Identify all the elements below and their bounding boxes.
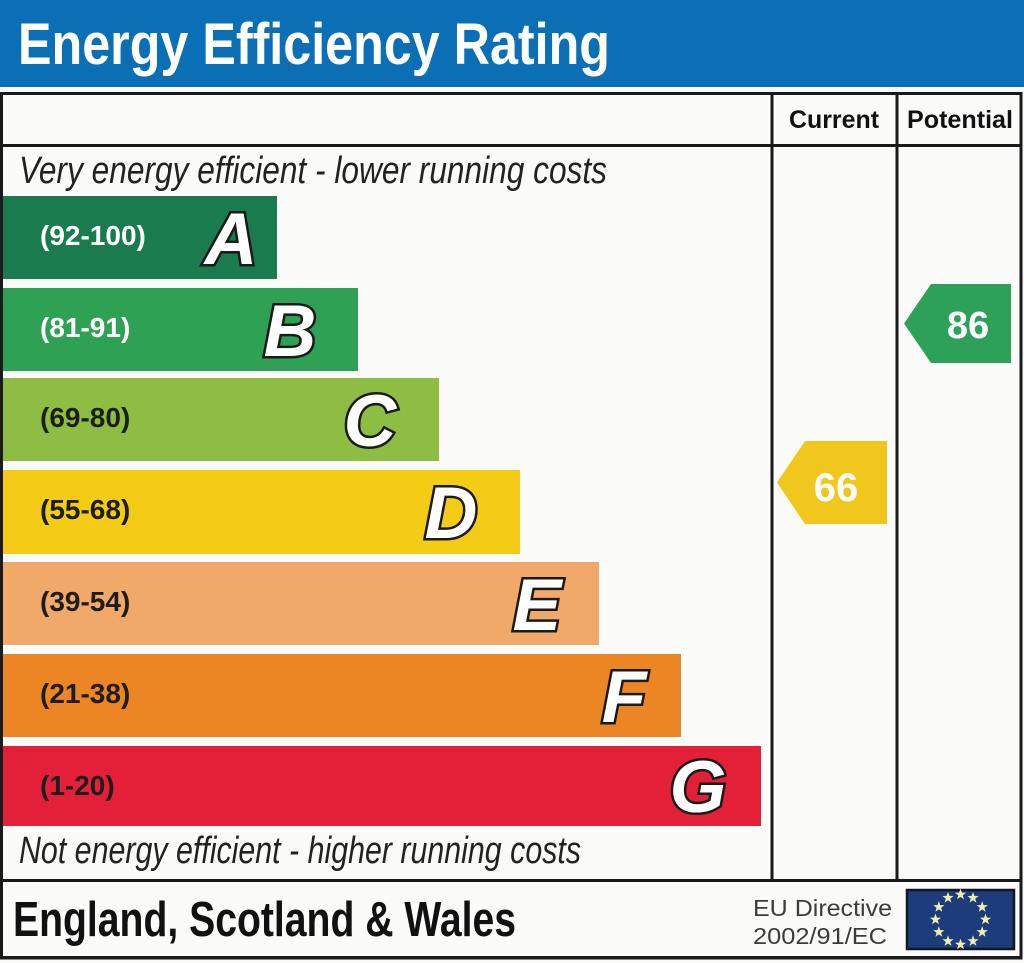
svg-text:G: G: [670, 747, 727, 828]
svg-text:66: 66: [814, 466, 859, 510]
svg-text:England, Scotland & Wales: England, Scotland & Wales: [13, 893, 516, 947]
svg-text:A: A: [203, 199, 258, 280]
svg-text:(92-100): (92-100): [40, 220, 146, 251]
svg-text:Very energy efficient - lower: Very energy efficient - lower running co…: [19, 150, 607, 192]
svg-text:(81-91): (81-91): [40, 312, 130, 343]
svg-text:Current: Current: [789, 106, 880, 134]
svg-text:D: D: [425, 473, 478, 554]
svg-text:Energy Efficiency Rating: Energy Efficiency Rating: [18, 12, 610, 77]
svg-text:(21-38): (21-38): [40, 678, 130, 709]
svg-text:E: E: [513, 565, 564, 646]
svg-text:(39-54): (39-54): [40, 586, 130, 617]
svg-text:2002/91/EC: 2002/91/EC: [753, 923, 887, 949]
svg-text:Potential: Potential: [907, 106, 1013, 134]
svg-text:Not energy efficient - higher: Not energy efficient - higher running co…: [19, 830, 581, 872]
svg-text:F: F: [602, 657, 649, 738]
svg-text:86: 86: [947, 305, 989, 347]
svg-text:C: C: [344, 381, 398, 462]
svg-text:(55-68): (55-68): [40, 494, 130, 525]
svg-text:(69-80): (69-80): [40, 402, 130, 433]
svg-text:(1-20): (1-20): [40, 770, 115, 801]
svg-text:EU Directive: EU Directive: [753, 895, 892, 921]
svg-text:B: B: [264, 291, 317, 372]
